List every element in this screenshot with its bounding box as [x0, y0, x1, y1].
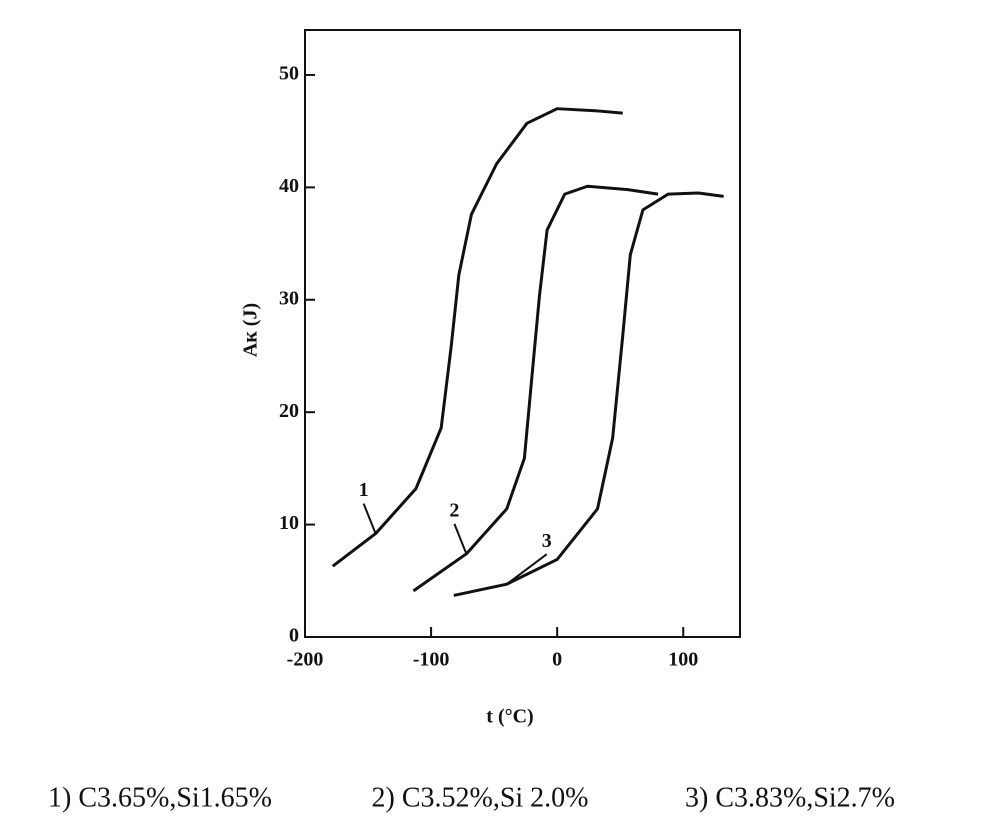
x-tick-label: -200 — [287, 649, 324, 671]
x-axis-label: t (°C) — [486, 706, 533, 728]
line-series — [331, 107, 623, 568]
x-tick-label: 100 — [668, 649, 698, 671]
curve-label-leader — [506, 553, 548, 585]
legend-entry: 3) C3.83%,Si2.7% — [685, 782, 895, 813]
y-tick-label: 30 — [279, 287, 299, 309]
curve-label: 2 — [449, 499, 459, 521]
line-series — [412, 184, 659, 593]
y-tick-label: 0 — [289, 625, 299, 647]
x-tick-label: -100 — [413, 649, 450, 671]
x-tick-label: 0 — [552, 649, 562, 671]
plot-frame — [304, 29, 741, 638]
line-series — [453, 191, 724, 597]
curve-label: 3 — [542, 530, 552, 552]
curve-label-leader — [362, 503, 377, 534]
y-tick-label: 20 — [279, 400, 299, 422]
legend-entry: 1) C3.65%,Si1.65% — [48, 782, 272, 813]
curve-label: 1 — [359, 479, 369, 501]
legend-entry: 2) C3.52%,Si 2.0% — [372, 782, 589, 813]
y-tick-label: 40 — [279, 175, 299, 197]
y-tick-label: 50 — [279, 63, 299, 85]
curve-label-leader — [453, 523, 468, 555]
y-axis-label: Aк (J) — [240, 303, 262, 357]
y-tick-label: 10 — [279, 512, 299, 534]
